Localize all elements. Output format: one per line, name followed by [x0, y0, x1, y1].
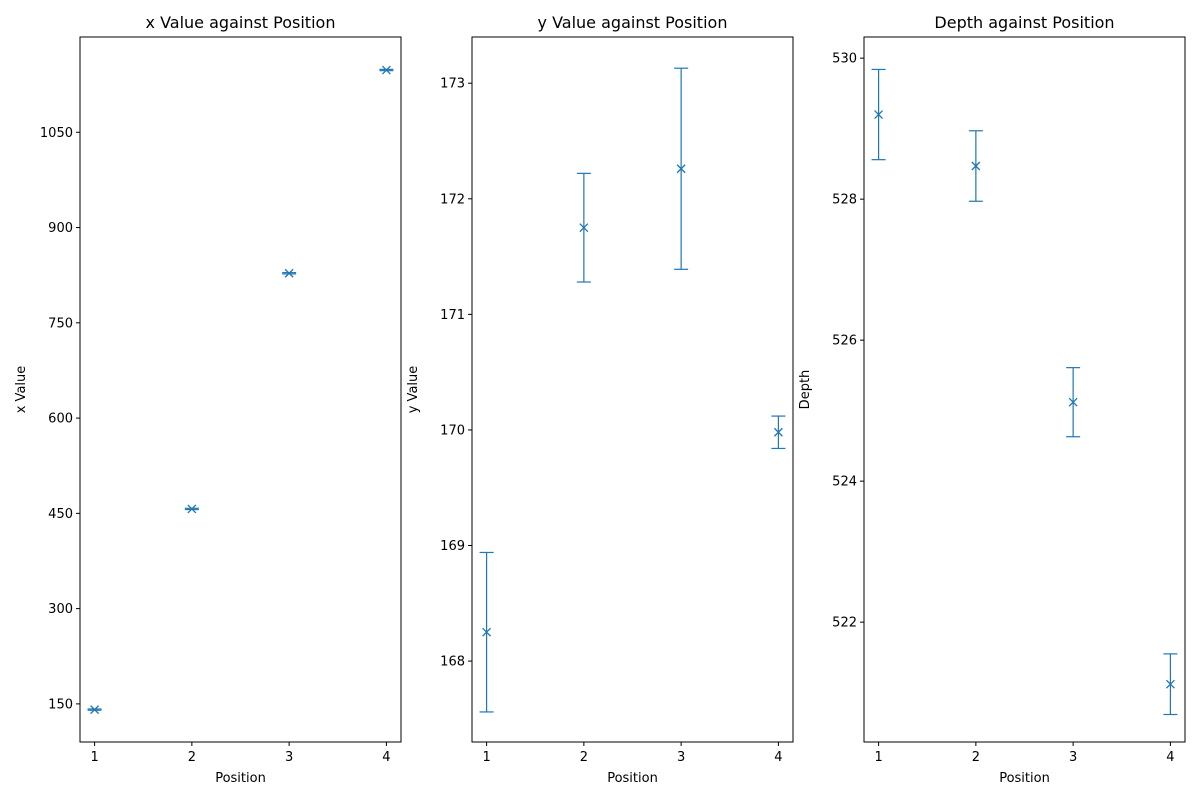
y-tick-label: 300 [48, 602, 73, 617]
y-tick-label: 169 [440, 539, 465, 554]
y-tick-label: 524 [832, 475, 857, 490]
x-tick-label: 3 [1069, 750, 1077, 765]
x-tick-label: 4 [382, 750, 390, 765]
chart-title: y Value against Position [538, 13, 728, 32]
chart-panel-2: y Value against Position 1 2 3 4 168 169 170 171… [406, 13, 794, 786]
x-tick-label: 3 [285, 750, 293, 765]
y-tick-label: 526 [832, 334, 857, 349]
data-point [1165, 679, 1175, 689]
x-tick-label: 2 [580, 750, 588, 765]
data-point [971, 161, 981, 171]
data-point [676, 164, 686, 174]
y-tick-label: 173 [440, 77, 465, 92]
data-point [773, 427, 783, 437]
chart-title: Depth against Position [934, 13, 1114, 32]
y-tick-label: 170 [440, 423, 465, 438]
x-axis-label: Position [607, 771, 658, 786]
x-tick-label: 1 [482, 750, 490, 765]
x-tick-label: 2 [972, 750, 980, 765]
y-tick-label: 171 [440, 308, 465, 323]
y-tick-label: 600 [48, 412, 73, 427]
plot-frame [79, 36, 402, 743]
y-tick-label: 750 [48, 316, 73, 331]
data-point [482, 627, 492, 637]
x-tick-label: 4 [774, 750, 782, 765]
y-axis-label: x Value [14, 366, 29, 414]
data-point [187, 504, 197, 514]
plot-frame [471, 36, 794, 743]
data-point [90, 705, 100, 715]
y-tick-label: 150 [48, 697, 73, 712]
y-tick-label: 528 [832, 193, 857, 208]
x-axis-label: Position [999, 771, 1050, 786]
x-tick-label: 4 [1166, 750, 1174, 765]
y-axis-label: y Value [406, 366, 421, 414]
y-tick-label: 450 [48, 507, 73, 522]
data-point [874, 110, 884, 120]
plot-frame [863, 36, 1186, 743]
y-tick-label: 522 [832, 616, 857, 631]
x-axis-label: Position [215, 771, 266, 786]
data-point [1068, 397, 1078, 407]
x-tick-label: 3 [677, 750, 685, 765]
y-tick-label: 1050 [40, 126, 73, 141]
x-tick-label: 2 [188, 750, 196, 765]
x-tick-label: 1 [90, 750, 98, 765]
chart-title: x Value against Position [146, 13, 336, 32]
y-tick-label: 172 [440, 192, 465, 207]
y-tick-label: 530 [832, 52, 857, 67]
y-axis-label: Depth [798, 370, 813, 410]
chart-panel-1: x Value against Position 1 2 3 4 150 300 450 600… [14, 13, 402, 786]
chart-panel-3: Depth against Position 1 2 3 4 522 524 526 528 53… [798, 13, 1186, 786]
data-point [579, 223, 589, 233]
y-tick-label: 168 [440, 655, 465, 670]
data-point [284, 268, 294, 278]
data-point [381, 65, 391, 75]
x-tick-label: 1 [874, 750, 882, 765]
y-tick-label: 900 [48, 221, 73, 236]
